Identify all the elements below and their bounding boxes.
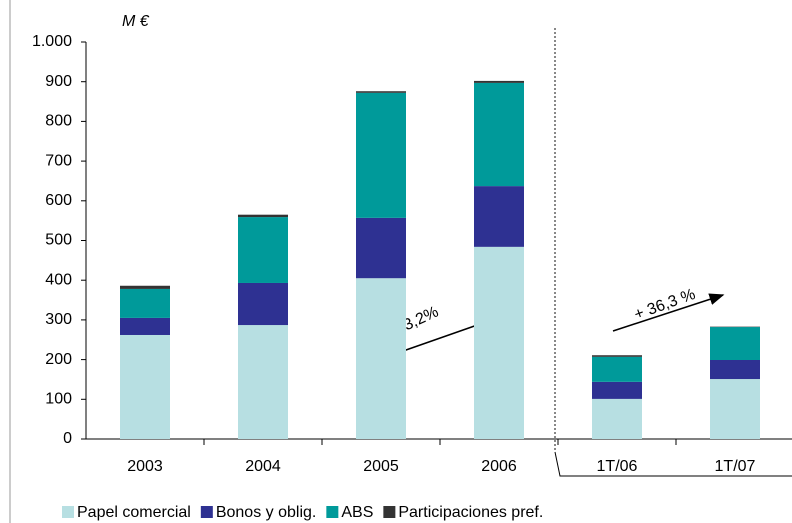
legend-swatch: [383, 506, 396, 518]
bar-segment: [474, 82, 524, 187]
bar-segment: [238, 217, 288, 283]
y-tick-label: 400: [45, 271, 72, 288]
y-tick-label: 300: [45, 311, 72, 328]
unit-label: M €: [122, 13, 150, 30]
bar-segment: [356, 92, 406, 218]
y-tick-label: 600: [45, 192, 72, 209]
y-tick-label: 700: [45, 152, 72, 169]
y-tick-label: 500: [45, 232, 72, 249]
annotation: + 36,3 %: [632, 286, 698, 324]
bar-segment: [238, 282, 288, 326]
legend-swatch: [326, 506, 339, 518]
y-tick-label: 800: [45, 113, 72, 130]
bar-segment: [238, 325, 288, 439]
bar-segment: [592, 398, 642, 439]
bar-segment: [120, 288, 170, 318]
y-tick-label: 0: [63, 430, 72, 447]
bar-segment: [710, 379, 760, 439]
bar-segment: [120, 285, 170, 289]
bar-segment: [710, 359, 760, 380]
bar-segment: [238, 214, 288, 218]
bracket: [554, 451, 792, 477]
legend-label: Participaciones pref.: [398, 504, 543, 521]
legend-swatch: [62, 506, 74, 518]
bar-segment: [474, 80, 524, 83]
bar-segment: [356, 217, 406, 279]
bar-segment: [120, 317, 170, 335]
legend-label: ABS: [341, 504, 373, 521]
bar-segment: [356, 91, 406, 93]
arrow: [612, 293, 725, 332]
bar-segment: [120, 334, 170, 439]
y-tick-label: 100: [45, 391, 72, 408]
x-tick-label: 2006: [481, 458, 517, 475]
legend-swatch: [200, 506, 213, 518]
legend-label: Papel comercial: [77, 504, 191, 521]
x-tick-label: 2004: [245, 458, 281, 475]
y-tick-label: 900: [45, 73, 72, 90]
x-tick-label: 1T/06: [597, 458, 638, 475]
bar-segment: [592, 381, 642, 399]
bar-segment: [474, 246, 524, 439]
y-tick-label: 1.000: [32, 33, 72, 50]
x-tick-label: 1T/07: [715, 458, 756, 475]
bar-segment: [710, 327, 760, 360]
legend-label: Bonos y oblig.: [216, 504, 317, 521]
y-tick-label: 200: [45, 351, 72, 368]
bar-segment: [356, 278, 406, 439]
bar-segment: [592, 355, 642, 357]
x-tick-label: 2003: [127, 458, 163, 475]
x-tick-label: 2005: [363, 458, 399, 475]
bar-segment: [592, 356, 642, 382]
bar-segment: [474, 186, 524, 247]
